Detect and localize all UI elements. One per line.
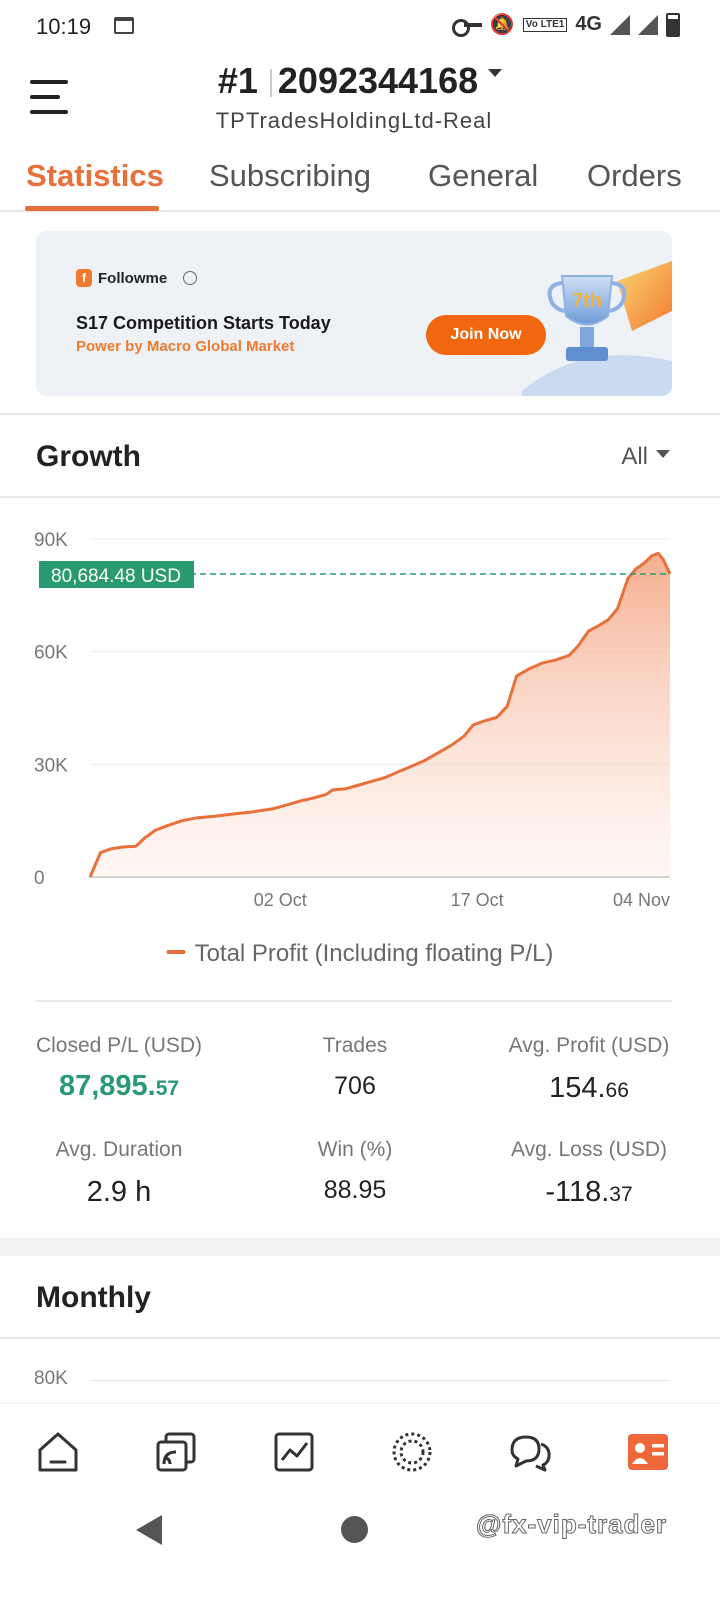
y-tick-label: 0 — [34, 868, 45, 889]
growth-chart: 90K 60K 30K 0 80,684.48 USD 02 Oct 17 Oct 04 No… — [0, 510, 720, 930]
y-tick-label: 30K — [34, 755, 68, 776]
bottom-navigation — [0, 1403, 720, 1495]
tab-bar: Statistics Subscribing General Orders — [0, 148, 720, 212]
section-gap — [0, 1238, 720, 1256]
filter-value: All — [621, 443, 648, 470]
growth-chart-svg: 90K 60K 30K 0 80,684.48 USD 02 Oct 17 Oct 04 No… — [34, 530, 672, 910]
monthly-title: Monthly — [36, 1281, 151, 1314]
brand-name: Followme — [98, 269, 168, 287]
discover-icon[interactable] — [388, 1428, 436, 1476]
status-bar: 10:19 🔕 Vo LTE1 4G — [0, 0, 720, 52]
chart-legend: Total Profit (Including floating P/L) — [0, 940, 720, 968]
stat-value: 2.9 h — [86, 1176, 152, 1208]
divider — [0, 1337, 720, 1339]
account-server: TPTradesHoldingLtd-Real — [215, 108, 493, 133]
stat-value: 154.66 — [549, 1072, 629, 1104]
menu-bar — [30, 80, 68, 84]
current-value-badge — [39, 560, 194, 588]
chart-icon[interactable] — [270, 1428, 318, 1476]
divider — [269, 69, 272, 98]
menu-bar — [30, 110, 68, 114]
network-type: 4G — [575, 13, 602, 35]
stat-label: Avg. Profit (USD) — [508, 1034, 670, 1057]
legend-label: Total Profit (Including floating P/L) — [194, 940, 554, 967]
brand: f Followme — [76, 269, 198, 287]
x-tick-label: 04 Nov — [613, 890, 670, 910]
account-selector[interactable]: #1 2092344168 — [0, 60, 720, 102]
volte-icon: Vo LTE1 — [522, 17, 568, 32]
status-icons: 🔕 Vo LTE1 4G — [451, 12, 680, 37]
stat-label: Avg. Loss (USD) — [511, 1138, 667, 1161]
x-tick-label: 17 Oct — [451, 890, 504, 910]
menu-button[interactable] — [30, 80, 68, 114]
tab-general[interactable]: General — [428, 158, 539, 193]
divider — [36, 1000, 672, 1002]
divider — [0, 413, 720, 415]
monthly-gridline — [90, 1380, 670, 1381]
x-tick-label: 02 Oct — [254, 890, 307, 910]
profile-icon[interactable] — [624, 1428, 672, 1476]
series-line — [88, 551, 672, 878]
promo-banner[interactable]: f Followme S17 Competition Starts Today … — [36, 231, 672, 396]
monthly-y-tick: 80K — [34, 1368, 68, 1389]
trophy-icon: 7th — [522, 261, 672, 396]
signal-icon — [610, 14, 630, 35]
stat-value: 706 — [334, 1072, 376, 1100]
stat-label: Win (%) — [317, 1138, 393, 1161]
stat-avg-profit: Avg. Profit (USD) 154.66 — [500, 1034, 678, 1105]
stat-win: Win (%) 88.95 — [290, 1138, 420, 1205]
competition-emblem-icon — [183, 271, 198, 285]
stat-closed-pl: Closed P/L (USD) 87,895.57 — [34, 1034, 204, 1103]
system-navigation-bar: @fx-vip-trader — [0, 1495, 720, 1600]
back-icon[interactable] — [136, 1515, 162, 1545]
dropdown-caret-icon — [656, 449, 670, 458]
signal-icon-2 — [638, 14, 658, 35]
y-tick-label: 60K — [34, 643, 68, 664]
home-button-icon[interactable] — [341, 1516, 368, 1543]
stat-avg-loss: Avg. Loss (USD) -118.37 — [500, 1138, 678, 1209]
stat-value: 88.95 — [323, 1176, 387, 1204]
vpn-key-icon — [451, 18, 482, 37]
y-tick-label: 90K — [34, 530, 68, 551]
calendar-icon — [114, 17, 134, 34]
chat-icon[interactable] — [506, 1428, 554, 1476]
banner-title: S17 Competition Starts Today — [76, 313, 331, 333]
tab-orders[interactable]: Orders — [587, 158, 682, 193]
tab-subscribing[interactable]: Subscribing — [209, 158, 371, 193]
watermark: @fx-vip-trader — [475, 1509, 668, 1540]
growth-period-filter[interactable]: All — [621, 443, 670, 471]
home-icon[interactable] — [34, 1428, 82, 1476]
menu-bar — [30, 95, 60, 99]
divider — [0, 496, 720, 498]
join-now-button[interactable]: Join Now — [426, 315, 546, 355]
stat-value: -118.37 — [545, 1176, 633, 1208]
legend-swatch — [166, 949, 185, 954]
stat-label: Closed P/L (USD) — [35, 1034, 203, 1057]
stat-trades: Trades 706 — [290, 1034, 420, 1101]
banner-subtitle: Power by Macro Global Market — [76, 338, 295, 355]
followme-logo-icon: f — [76, 269, 92, 287]
growth-title: Growth — [36, 440, 141, 473]
current-value-label: 80,684.48 USD — [51, 566, 181, 587]
dropdown-caret-icon — [488, 69, 503, 78]
bell-muted-icon: 🔕 — [489, 14, 515, 36]
copy-trade-icon[interactable] — [152, 1428, 200, 1476]
tab-statistics[interactable]: Statistics — [26, 158, 164, 193]
stat-label: Avg. Duration — [55, 1138, 183, 1161]
account-number: 2092344168 — [277, 60, 479, 101]
battery-icon — [666, 12, 680, 37]
app-header: #1 2092344168 TPTradesHoldingLtd-Real — [0, 52, 720, 148]
stat-avg-duration: Avg. Duration 2.9 h — [34, 1138, 204, 1209]
account-rank: #1 — [217, 60, 258, 101]
active-tab-indicator — [25, 206, 159, 211]
stat-label: Trades — [322, 1034, 388, 1057]
status-time: 10:19 — [36, 14, 92, 39]
trophy-badge: 7th — [572, 290, 602, 312]
stat-value: 87,895.57 — [58, 1070, 180, 1102]
area-fill — [90, 553, 670, 877]
